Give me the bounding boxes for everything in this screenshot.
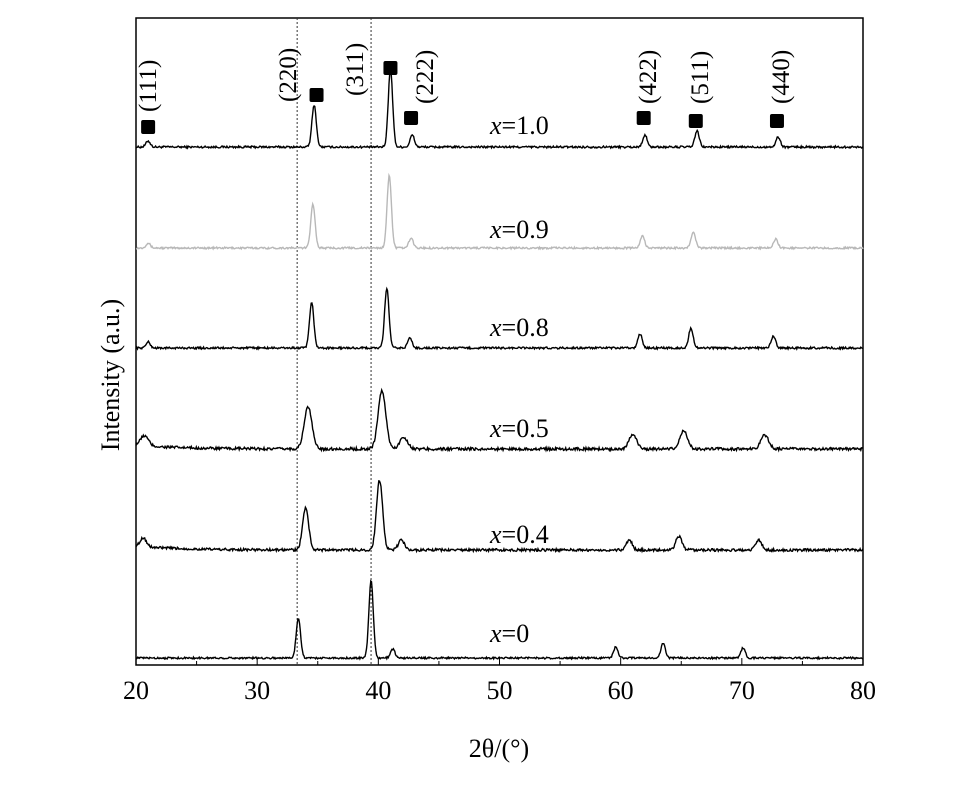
- series-label-var: x: [489, 414, 502, 443]
- series-label-var: x: [489, 619, 502, 648]
- series-label-var: x: [489, 313, 502, 342]
- x-tick-label: 40: [365, 676, 391, 705]
- peak-marker-square: [309, 88, 324, 102]
- series-layer: x=1.0x=0.9x=0.8x=0.5x=0.4x=0: [135, 69, 864, 661]
- x-tick-label: 60: [608, 676, 634, 705]
- peak-marker-square: [636, 111, 651, 125]
- x-tick-label: 70: [729, 676, 755, 705]
- series-label-var: x: [489, 215, 502, 244]
- series-line-3: [135, 387, 864, 453]
- peak-marker-square: [769, 114, 784, 128]
- y-axis-label: Intensity (a.u.): [96, 299, 125, 451]
- x-tick-label: 50: [487, 676, 513, 705]
- peak-marker-square: [404, 111, 419, 125]
- series-label-5: x=0: [489, 619, 529, 648]
- peak-label: (222): [412, 50, 439, 104]
- peak-marker-square: [383, 61, 398, 75]
- series-line-2: [135, 286, 863, 351]
- peak-markers: [141, 61, 784, 134]
- series-label-value: =0.5: [502, 414, 549, 443]
- x-tick-label: 20: [123, 676, 149, 705]
- peak-label: (440): [768, 50, 795, 104]
- peak-label: (422): [635, 50, 662, 104]
- series-label-0: x=1.0: [489, 111, 549, 140]
- series-label-4: x=0.4: [489, 520, 549, 549]
- series-label-var: x: [489, 111, 502, 140]
- x-tick-label: 80: [850, 676, 876, 705]
- series-label-value: =0.9: [502, 215, 549, 244]
- series-label-value: =0.4: [502, 520, 549, 549]
- series-label-1: x=0.9: [489, 215, 549, 244]
- peak-marker-square: [141, 120, 156, 134]
- series-label-3: x=0.5: [489, 414, 549, 443]
- peak-labels: (111) (220) (311) (222) (422) (511) (440): [135, 43, 795, 112]
- x-tick-label: 30: [244, 676, 270, 705]
- series-label-value: =1.0: [502, 111, 549, 140]
- peak-label: (111): [135, 60, 162, 112]
- series-label-value: =0: [502, 619, 530, 648]
- series-line-4: [135, 480, 864, 554]
- peak-label: (220): [275, 48, 302, 102]
- series-line-1: [135, 172, 864, 251]
- series-label-var: x: [489, 520, 502, 549]
- peak-marker-square: [688, 114, 703, 128]
- series-label-value: =0.8: [502, 313, 549, 342]
- peak-label: (311): [342, 43, 369, 96]
- x-axis-ticks: 20 30 40 50 60 70 80: [123, 658, 876, 705]
- x-axis-label: 2θ/(°): [469, 734, 529, 763]
- series-line-0: [135, 69, 864, 150]
- peak-label: (511): [687, 51, 714, 104]
- series-label-2: x=0.8: [489, 313, 549, 342]
